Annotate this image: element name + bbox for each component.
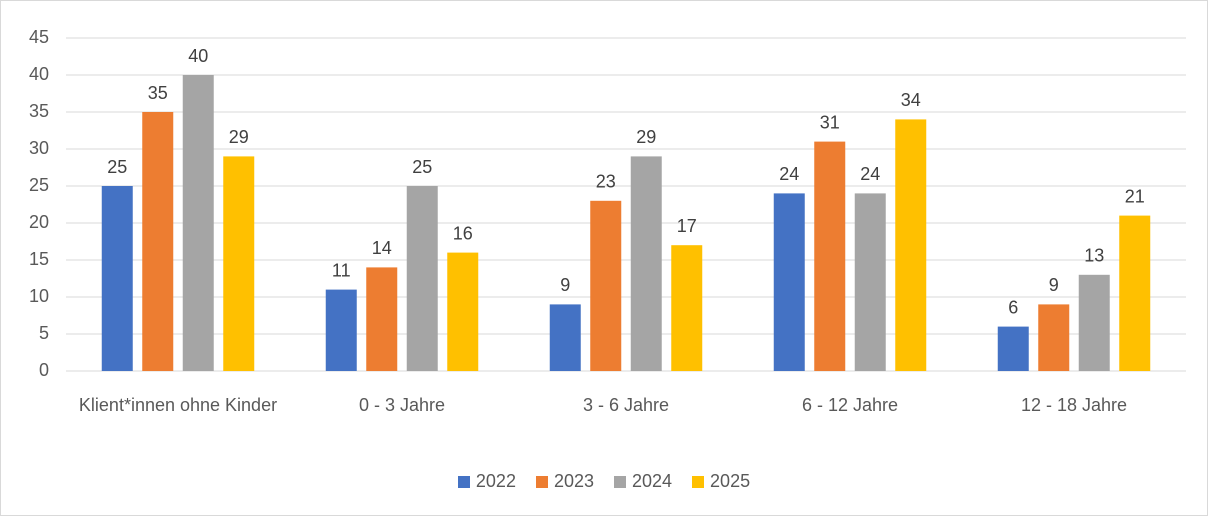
x-tick-label: Klient*innen ohne Kinder [78, 395, 278, 415]
legend-swatch [457, 475, 470, 488]
data-label: 25 [412, 157, 432, 177]
bar [1119, 215, 1151, 371]
x-tick-label: 3 - 6 Jahre [582, 395, 670, 415]
bar [773, 193, 805, 371]
data-label: 34 [901, 90, 921, 110]
bar [447, 252, 479, 371]
bar [590, 200, 622, 371]
data-label: 31 [820, 112, 840, 132]
y-tick-label: 35 [29, 101, 49, 121]
legend-item: 2024 [614, 471, 672, 492]
y-tick-label: 45 [29, 27, 49, 47]
data-label: 35 [148, 83, 168, 103]
legend-label: 2023 [553, 471, 594, 491]
y-tick-label: 0 [39, 360, 49, 380]
y-tick-label: 5 [39, 323, 49, 343]
data-label: 23 [596, 172, 616, 192]
data-label: 17 [677, 216, 697, 236]
x-tick-label: 0 - 3 Jahre [358, 395, 446, 415]
y-tick-label: 20 [29, 212, 49, 232]
legend-item: 2025 [692, 471, 750, 492]
y-tick-label: 10 [29, 286, 49, 306]
data-label: 29 [636, 127, 656, 147]
bar [854, 193, 886, 371]
legend-item: 2022 [457, 471, 516, 492]
data-label: 29 [229, 127, 249, 147]
data-label: 24 [860, 164, 880, 184]
data-label: 9 [560, 275, 570, 295]
legend-label: 2022 [475, 471, 516, 491]
bar [366, 267, 398, 371]
legend-label: 2025 [710, 471, 751, 491]
x-tick-label: 6 - 12 Jahre [801, 395, 899, 415]
data-label: 9 [1049, 275, 1059, 295]
legend-swatch [535, 475, 548, 488]
bar [182, 75, 214, 371]
bar [549, 304, 581, 371]
bar [325, 289, 357, 371]
bar [223, 156, 255, 371]
data-label: 16 [453, 223, 473, 243]
data-label: 25 [107, 157, 127, 177]
legend-swatch [614, 475, 626, 488]
y-tick-label: 15 [29, 249, 49, 269]
bar [1038, 304, 1070, 371]
bar [1078, 274, 1110, 371]
y-tick-label: 40 [29, 64, 49, 84]
legend: 2022 2023 2024 2025 [1, 471, 1207, 492]
data-label: 24 [779, 164, 799, 184]
bar [630, 156, 662, 371]
bar [997, 326, 1029, 371]
x-tick-label: 12 - 18 Jahre [1020, 395, 1128, 415]
y-tick-label: 30 [29, 138, 49, 158]
data-label: 40 [188, 46, 208, 66]
bar [142, 112, 174, 371]
bar [671, 245, 703, 371]
bar [895, 119, 927, 372]
legend-label: 2024 [632, 471, 673, 491]
y-tick-label: 25 [29, 175, 49, 195]
data-label: 11 [332, 260, 351, 280]
bar [814, 141, 846, 371]
legend-item: 2023 [535, 471, 594, 492]
data-label: 14 [372, 238, 392, 258]
data-label: 21 [1125, 186, 1145, 206]
data-label: 6 [1008, 297, 1018, 317]
bar [406, 186, 438, 371]
data-label: 13 [1084, 246, 1104, 266]
bar [101, 186, 133, 371]
legend-swatch [692, 475, 705, 488]
